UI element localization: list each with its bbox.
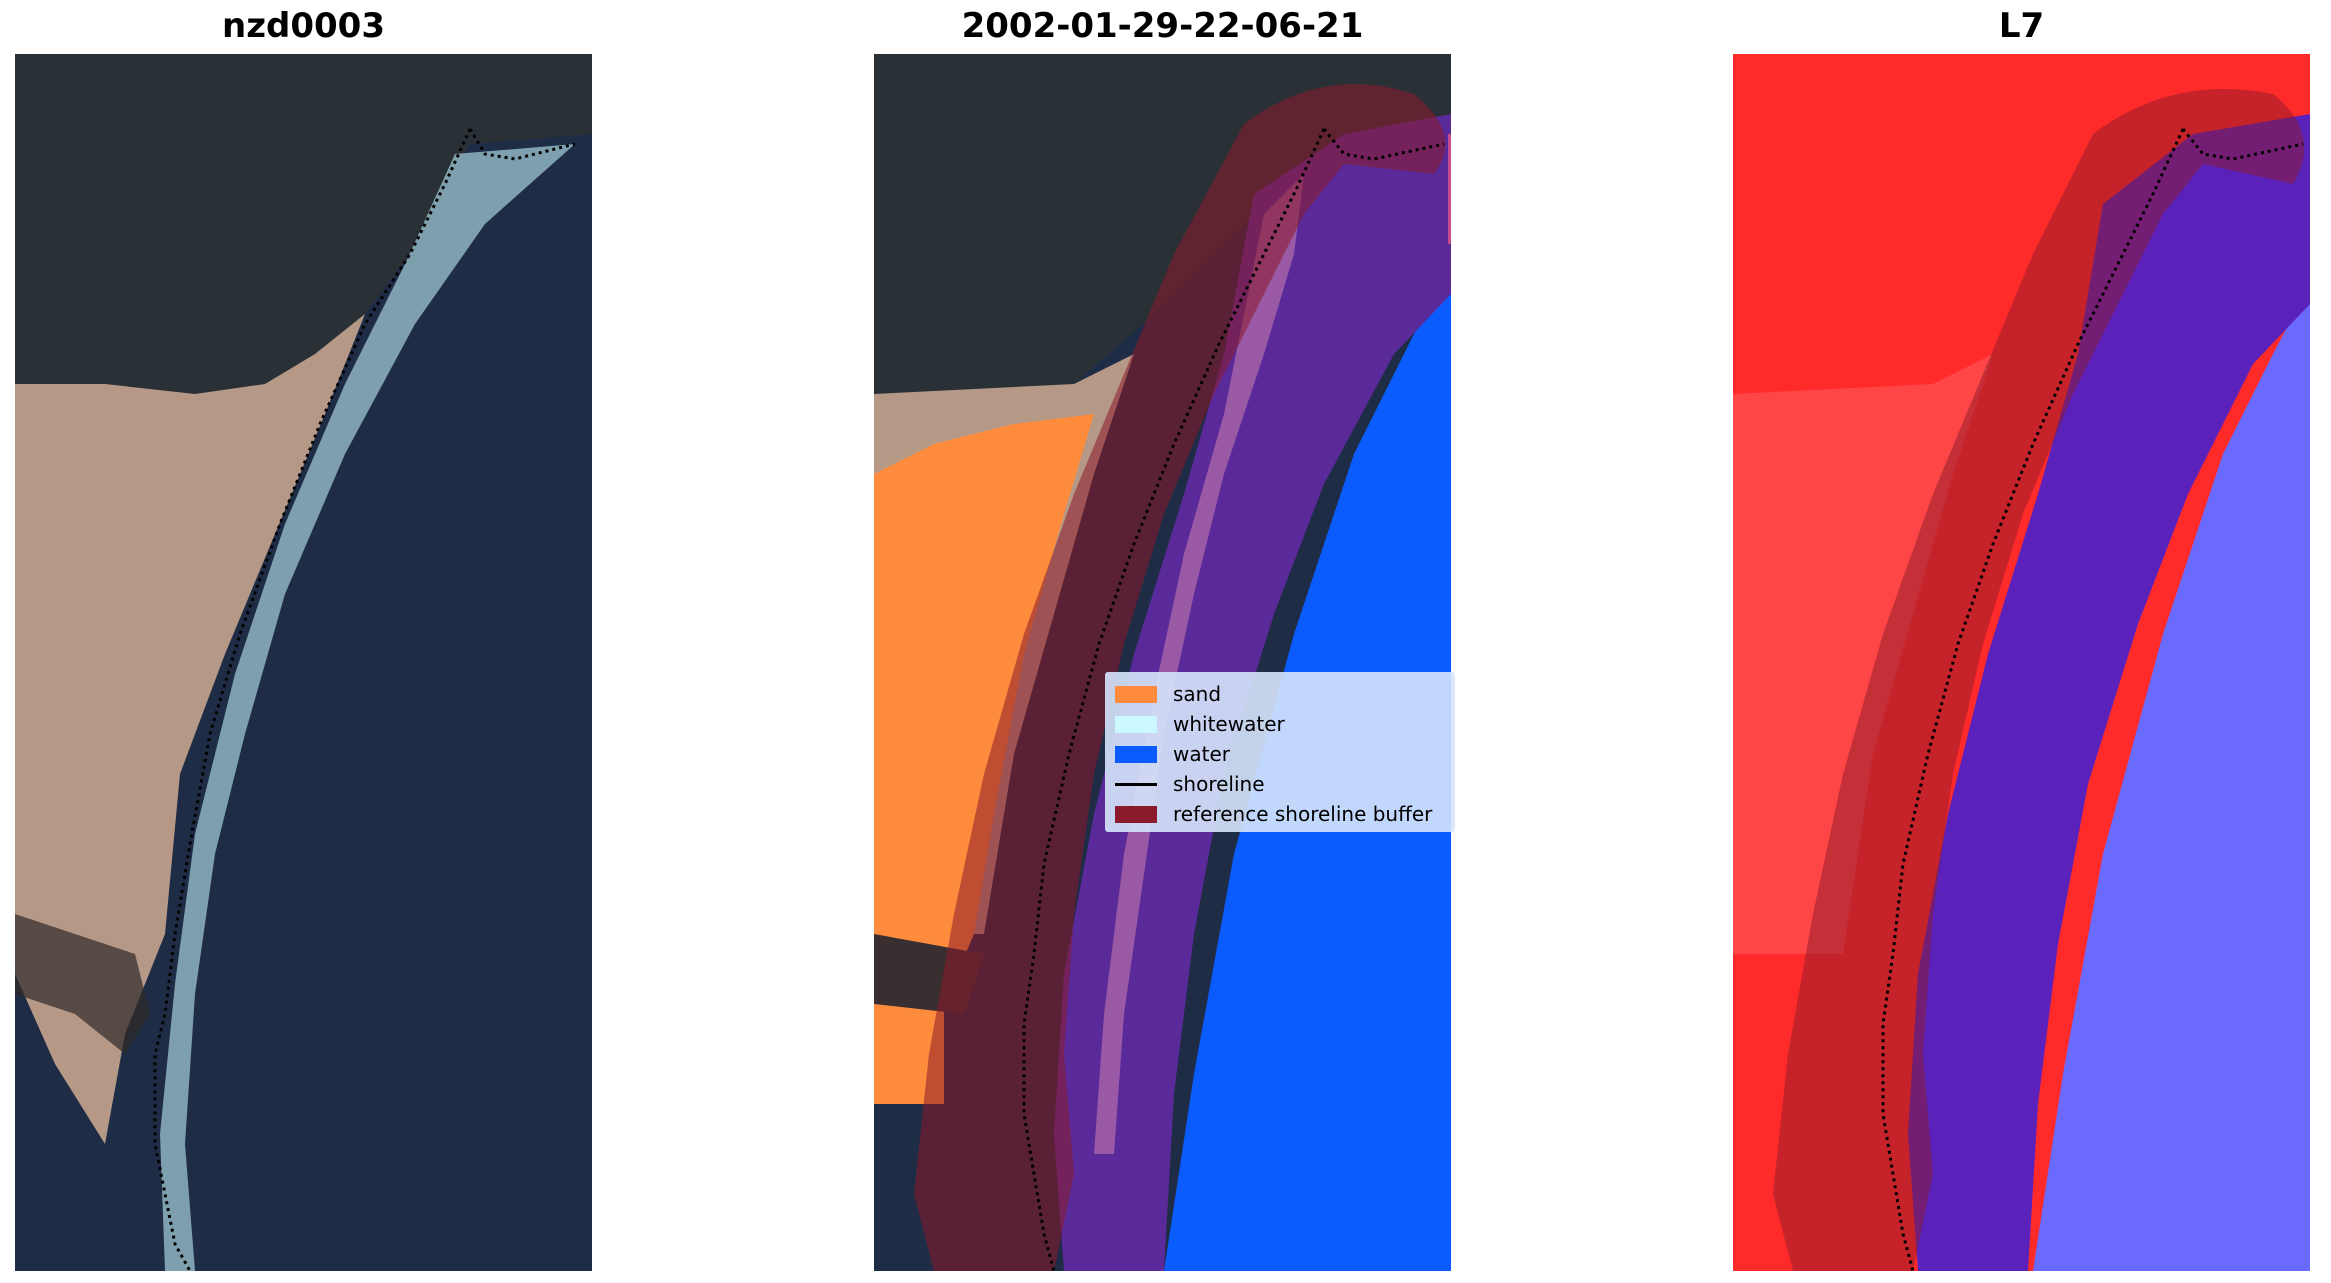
whitewater-in-buffer: [1094, 174, 1304, 1154]
legend-label: shoreline: [1173, 772, 1265, 796]
land-index-light: [1733, 354, 1993, 954]
shoreline-dotted: [1881, 128, 2304, 1271]
index-image-panel: [1733, 54, 2310, 1271]
legend-item-whitewater: whitewater: [1115, 712, 1285, 736]
buffer-edge-right: [1448, 134, 1451, 244]
legend-item-water: water: [1115, 742, 1230, 766]
legend-swatch-buffer: [1115, 805, 1157, 823]
beach-area: [15, 314, 365, 1144]
forest-area: [15, 54, 592, 394]
legend-label: sand: [1173, 682, 1222, 706]
classified-image: [874, 54, 1451, 1271]
legend-swatch-water: [1115, 745, 1157, 763]
legend-item-buffer: reference shoreline buffer: [1115, 802, 1432, 826]
legend-label: reference shoreline buffer: [1173, 802, 1433, 826]
classified-image-panel: [874, 54, 1451, 1271]
legend-swatch-whitewater: [1115, 715, 1157, 733]
rgb-image: [15, 54, 592, 1271]
legend-item-shoreline: shoreline: [1115, 772, 1265, 796]
legend-item-sand: sand: [1115, 682, 1221, 706]
legend-swatch-sand: [1115, 685, 1157, 703]
panel-title-ndwi: L7: [1998, 6, 2045, 46]
reference-shoreline-buffer: [1773, 89, 2305, 1271]
water-index: [2033, 284, 2310, 1271]
index-image: [1733, 54, 2310, 1271]
shoreline-dotted: [153, 128, 576, 1271]
buffer-water-overlap: [1908, 114, 2310, 1271]
legend-line-shoreline: [1115, 782, 1157, 786]
reference-shoreline-buffer: [914, 84, 1446, 1271]
legend: sand whitewater water shoreline referenc…: [1105, 672, 1455, 832]
shoreline-dotted: [1022, 128, 1445, 1271]
surf-zone: [160, 144, 575, 1271]
legend-label: whitewater: [1173, 712, 1285, 736]
rgb-image-panel: [15, 54, 592, 1271]
panel-title-classified: 2002-01-29-22-06-21: [961, 6, 1364, 46]
buffer-water-overlap: [1054, 114, 1451, 1271]
dark-rocks: [15, 914, 150, 1054]
sand-class: [874, 414, 1094, 1104]
legend-label: water: [1173, 742, 1230, 766]
panel-title-rgb: nzd0003: [222, 6, 385, 46]
